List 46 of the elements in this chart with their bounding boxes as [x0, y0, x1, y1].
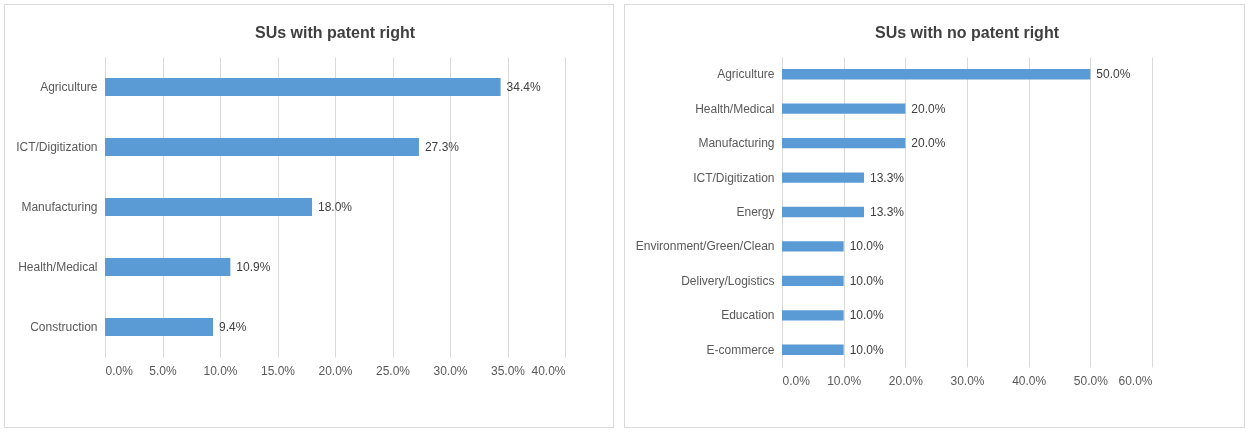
data-label: 13.3%	[870, 205, 905, 219]
x-tick-label: 40.0%	[1012, 373, 1047, 388]
data-label: 10.0%	[849, 273, 885, 288]
y-tick-label: Agriculture	[717, 67, 775, 82]
y-tick-label: Environment/Green/Clean	[635, 239, 775, 254]
data-label: 10.0%	[849, 239, 885, 254]
y-tick-label: Construction	[30, 320, 98, 334]
x-tick-label: 10.0%	[203, 363, 238, 378]
x-tick-label: 40.0%	[531, 363, 566, 378]
data-label: 13.3%	[870, 170, 905, 185]
x-tick-label: 20.0%	[888, 373, 924, 388]
x-tick-label: 15.0%	[260, 363, 296, 378]
data-label: 10.0%	[849, 308, 885, 323]
y-tick-label: Energy	[736, 205, 775, 219]
data-label: 27.3%	[424, 140, 460, 154]
y-tick-label: ICT/Digitization	[16, 140, 98, 154]
data-label: 50.0%	[1096, 67, 1131, 82]
x-tick-label: 0.0%	[782, 373, 811, 388]
chart-title: SUs with no patent right	[875, 24, 1060, 41]
data-label: 10.0%	[849, 342, 885, 357]
x-tick-label: 5.0%	[149, 363, 177, 378]
chart-title: SUs with patent right	[255, 24, 416, 41]
y-tick-label: Education	[721, 308, 775, 323]
data-label: 9.4%	[219, 320, 247, 334]
x-tick-label: 20.0%	[318, 363, 353, 378]
y-tick-label: Health/Medical	[695, 101, 775, 116]
y-tick-label: ICT/Digitization	[693, 170, 775, 185]
x-tick-label: 60.0%	[1118, 373, 1153, 388]
y-tick-label: Manufacturing	[21, 200, 98, 214]
data-label: 10.9%	[236, 260, 271, 274]
y-tick-label: Agriculture	[40, 80, 98, 94]
data-label: 20.0%	[911, 136, 946, 151]
data-label: 34.4%	[506, 80, 541, 94]
x-tick-label: 25.0%	[375, 363, 411, 378]
x-tick-label: 30.0%	[433, 363, 468, 378]
data-label: 20.0%	[911, 101, 946, 116]
y-tick-label: Delivery/Logistics	[681, 273, 775, 288]
y-tick-label: Manufacturing	[698, 136, 775, 151]
x-tick-label: 50.0%	[1073, 373, 1109, 388]
x-tick-label: 35.0%	[490, 363, 526, 378]
y-tick-label: E-commerce	[706, 342, 775, 357]
x-tick-label: 30.0%	[950, 373, 985, 388]
y-tick-label: Health/Medical	[18, 260, 98, 274]
x-tick-label: 10.0%	[827, 373, 862, 388]
data-label: 18.0%	[318, 200, 353, 214]
x-tick-label: 0.0%	[105, 363, 134, 378]
